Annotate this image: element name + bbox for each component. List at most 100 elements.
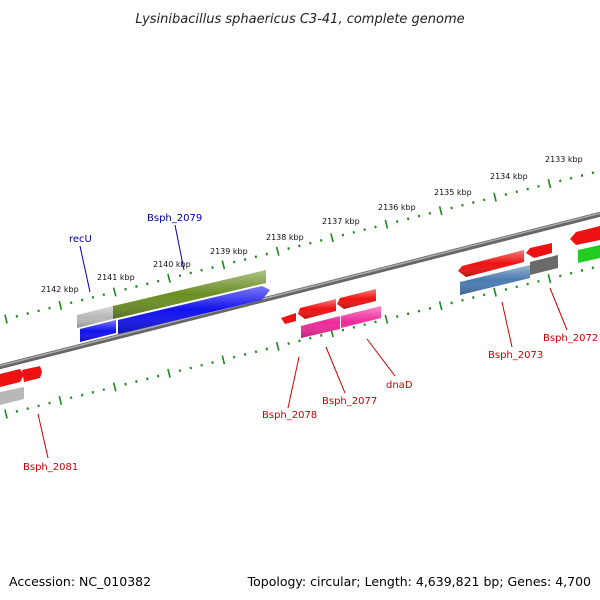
gene-red-left-edge-2[interactable] [22,366,42,382]
outer-minor-tick [243,258,247,261]
outer-minor-tick [591,171,595,175]
inner-minor-tick [319,334,323,337]
outer-major-tick [58,300,63,310]
outer-minor-tick [102,293,106,297]
outer-minor-tick [287,247,290,251]
label-bsph2081[interactable]: Bsph_2081 [23,462,78,473]
outer-minor-tick [428,211,432,215]
label-bsph2073[interactable]: Bsph_2073 [488,350,543,361]
inner-minor-tick [352,325,356,329]
leader-bsph2078 [287,356,300,409]
outer-minor-tick [319,239,323,242]
inner-major-tick [547,274,552,284]
outer-minor-tick [417,214,421,218]
inner-major-tick [438,301,443,311]
inner-minor-tick [135,380,138,383]
tick-label-2140: 2140 kbp [153,260,191,269]
outer-minor-tick [526,187,529,191]
inner-minor-tick [526,282,529,286]
inner-minor-tick [26,407,29,410]
label-dnaD[interactable]: dnaD [386,380,413,391]
gene-red-right-2[interactable] [526,243,552,258]
inner-minor-tick [406,312,410,316]
inner-minor-tick [482,293,486,297]
inner-minor-tick [559,274,562,278]
gene-gray-left-shade [77,306,113,328]
outer-minor-tick [211,266,214,269]
leader-lines [37,224,568,459]
outer-minor-tick [363,228,366,232]
label-bsph2078[interactable]: Bsph_2078 [262,410,317,421]
gene-bsph2072[interactable] [530,255,558,275]
inner-minor-tick [341,328,345,332]
tick-label-2138: 2138 kbp [266,233,304,242]
inner-minor-tick [504,288,508,291]
inner-minor-tick [265,347,269,351]
outer-minor-tick [406,217,410,221]
outer-minor-tick [352,230,356,234]
inner-minor-tick [472,296,475,299]
outer-major-tick [493,192,497,202]
gene-blue-arrow-shade [118,286,270,334]
outer-minor-tick [472,201,475,204]
gene-red-right-1-shade [458,250,524,277]
gene-recU-shade [80,320,116,342]
inner-minor-tick [537,279,540,283]
gene-red-left-edge[interactable] [0,369,24,387]
inner-major-tick [493,287,497,297]
leader-bsph2079 [174,224,185,271]
accession-text: Accession: NC_010382 [9,574,151,589]
ruler-inner [4,266,595,419]
gene-pink-shade [301,306,381,338]
genome-summary-text: Topology: circular; Length: 4,639,821 bp… [247,574,591,589]
inner-minor-tick [363,323,366,327]
tick-label-2141: 2141 kbp [97,273,135,282]
gene-bsph2073-shade [460,265,530,295]
outer-minor-tick [146,282,149,286]
outer-minor-tick [80,298,84,302]
outer-minor-tick [48,306,51,310]
gene-red-edge[interactable] [570,226,600,245]
outer-major-tick [275,246,280,256]
inner-minor-tick [15,409,19,413]
ruler-outer [4,171,595,324]
kbp-labels: 2133 kbp 2134 kbp 2135 kbp 2136 kbp 2137… [41,155,583,294]
gene-red-small-mid[interactable] [281,313,296,324]
outer-minor-tick [298,244,301,248]
outer-minor-tick [265,252,269,256]
tick-label-2135: 2135 kbp [434,188,472,197]
outer-minor-tick [232,260,236,264]
outer-minor-tick [156,279,160,283]
inner-major-tick [384,314,389,324]
label-recU[interactable]: recU [69,234,92,245]
gene-green-edge[interactable] [578,245,600,263]
outer-minor-tick [91,295,95,299]
inner-major-tick [58,395,63,405]
inner-minor-tick [156,374,160,378]
outer-minor-tick [374,225,377,229]
inner-minor-tick [515,285,519,289]
outer-major-tick [330,233,334,243]
features [0,226,600,405]
inner-minor-tick [309,336,312,340]
gene-bsph2081[interactable] [0,387,24,405]
gene-bsph2077-arrow-shade [337,289,376,309]
inner-minor-tick [146,377,149,381]
label-bsph2072[interactable]: Bsph_2072 [543,333,598,344]
inner-minor-tick [232,355,236,359]
label-bsph2077[interactable]: Bsph_2077 [322,396,377,407]
inner-minor-tick [287,342,290,346]
inner-minor-tick [428,306,432,310]
leader-bsph2072 [549,287,568,331]
inner-major-tick [275,341,280,351]
outer-major-tick [438,206,443,216]
outer-minor-tick [537,184,540,188]
outer-minor-tick [341,233,345,237]
label-bsph2079[interactable]: Bsph_2079 [147,213,202,224]
inner-minor-tick [124,382,127,386]
inner-minor-tick [102,388,106,392]
outer-minor-tick [26,312,29,315]
outer-minor-tick [504,193,508,196]
outer-major-tick [547,179,552,189]
